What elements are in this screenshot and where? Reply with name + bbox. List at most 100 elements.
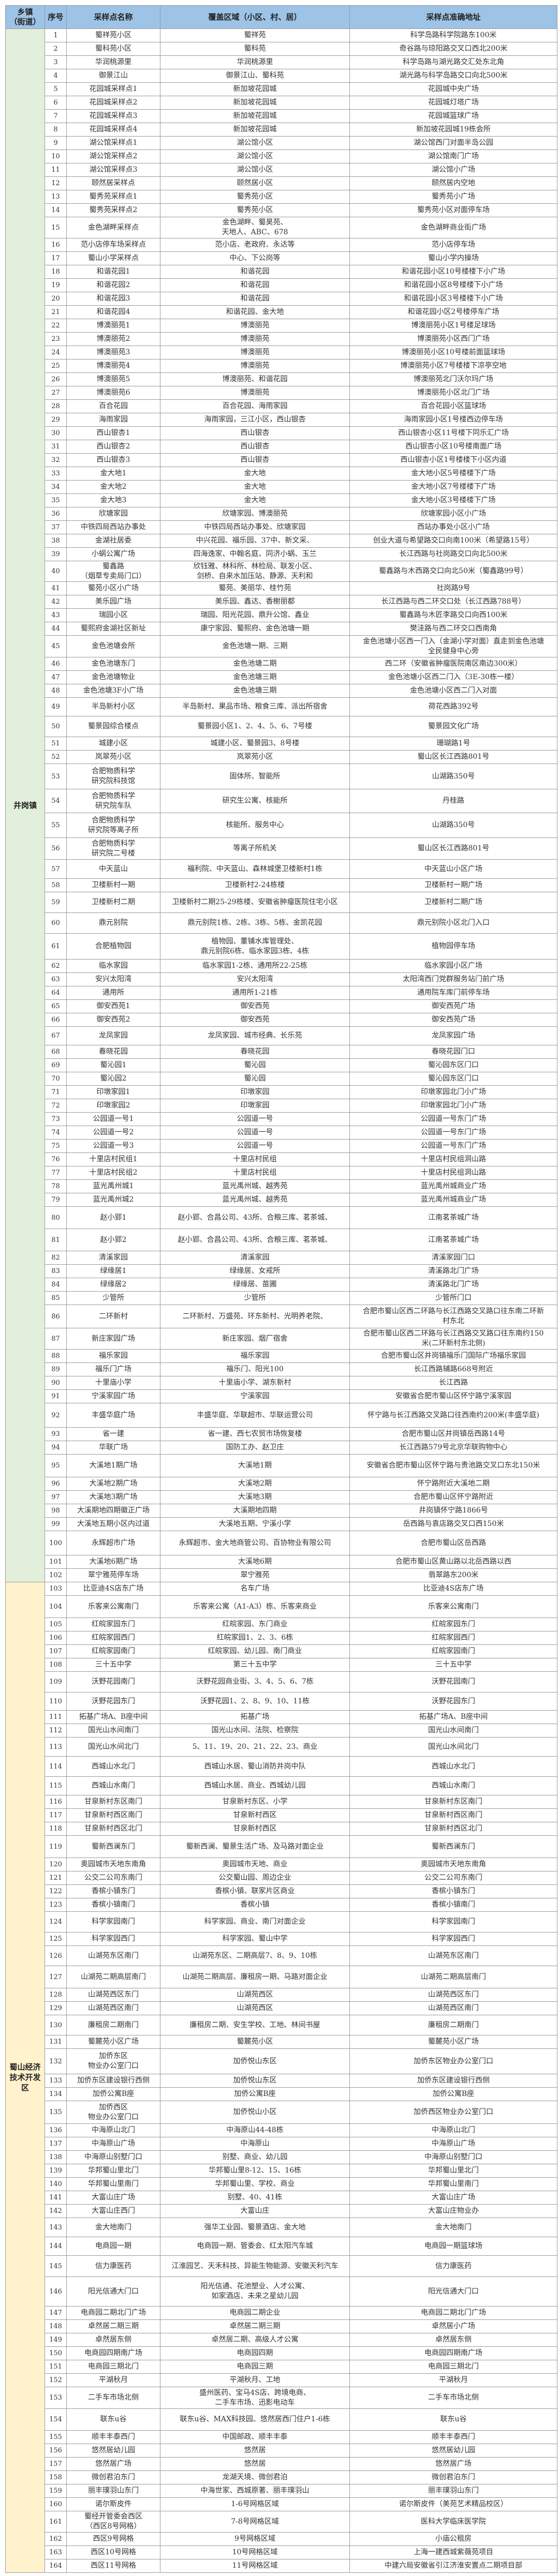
row-number: 134 [45,2087,67,2101]
row-number: 122 [45,1884,67,1898]
coverage-area: 强华工业园、蜀景酒店、金大地 [160,2218,350,2237]
table-row: 110 沃野花园东门 沃野花园1、2、8、9、10、11栋 沃野花园东门 [6,1692,557,1711]
row-number: 91 [45,1389,67,1403]
site-name: 安兴太阳湾 [66,972,160,986]
site-name: 蓝光禹州城1 [66,1179,160,1193]
coverage-area: 范小店、老政府、永达等 [160,238,350,252]
site-address: 红皖家园东门 [349,1618,557,1631]
table-row: 19 和谐花园2 和谐花园 和谐花园小区8号楼楼下小广场 [6,278,557,292]
site-name: 新庄家园广场 [66,1328,160,1350]
site-name: 蜀经开管委会西区 （西区8号网格） [66,2511,160,2533]
coverage-area: 加侨悦山东区 [160,2048,350,2074]
row-number: 61 [45,933,67,960]
table-row: 113 国光山水间北门 5、11、19、20、21、22、23、商业 国光山水间北门 [6,1737,557,1757]
site-name: 海雨家园 [66,413,160,427]
site-name: 公交二公司东南门 [66,1871,160,1885]
site-name: 御安西苑2 [66,1013,160,1027]
site-name: 御景江山 [66,69,160,83]
table-row: 144 电商园一期 电商园一期、管委会、红太阳汽车城 电商园一期篮球场 [6,2237,557,2256]
table-row: 141 大富山庄广场 别墅、40、41栋 大富山庄广场 [6,2191,557,2205]
coverage-area: 阳光信通、花池塑业、人才公寓、 如家酒店、未来之星幼儿园 [160,2277,350,2307]
site-address: 金大地小区5号楼楼下广场 [349,467,557,481]
coverage-area: 公交蜀山园、周边企业 [160,1871,350,1885]
site-address: 卫楼新村二期广场 [349,892,557,913]
site-address: 临水家园小区广场 [349,959,557,973]
coverage-area: 十里庙小学、湖东新村 [160,1376,350,1390]
row-number: 163 [45,2545,67,2559]
row-number: 148 [45,2319,67,2333]
row-number: 74 [45,1126,67,1140]
site-address: 甘泉新村西区北门 [349,1822,557,1836]
table-row: 126 山湖苑东区南门 山湖苑东区、二期高层7、8、9、10栋 山湖苑东区南门 [6,1945,557,1966]
row-number: 123 [45,1898,67,1912]
site-address: 御安西苑广场 [349,999,557,1013]
site-name: 大溪地2期广场 [66,1477,160,1491]
site-name: 丽丰璞羽山东门 [66,2484,160,2498]
row-number: 88 [45,1349,67,1363]
coverage-area: 新加坡花园城 [160,109,350,123]
coverage-area: 加侨公寓B座 [160,2087,350,2101]
table-row: 42 美乐园广场 美乐园、鑫达、香榭丽都 长江西路与西二环交口处（长江西路788号） [6,595,557,609]
coverage-area: 康宁家园、蜀熙府、金色池塘一期 [160,622,350,636]
table-row: 10 湖公馆采样点2 湖公馆小区 湖公馆南门广场 [6,149,557,163]
table-row: 116 甘泉新村东区南门 甘泉新村东区、小学 甘泉新村东区南门 [6,1795,557,1809]
site-name: 大富山庄西门 [66,2204,160,2218]
row-number: 25 [45,359,67,373]
table-row: 56 合肥物质科学 研究院二号楼 等离子所机关 蜀山区长江西路801号 [6,837,557,860]
table-row: 107 红皖家园南门 红皖家园、幼儿园、南门商业 红皖家园南门 [6,1644,557,1658]
coverage-area: 9号网格区域 [160,2532,350,2546]
table-row: 136 中海原山北门 中海原山44-48栋 中海原山北门 [6,2123,557,2137]
table-row: 蜀山经济 技术开发 区 103 比亚迪4S店东广场 名车广场 比亚迪4S店东广场 [5,1582,557,2573]
table-row: 151 电商园三期北门 电商园三期 电商园三期北门 [6,2360,557,2374]
site-name: 和谐花园2 [66,278,160,292]
site-address: 阳光信通大门口 [349,2277,557,2307]
site-address: 合肥市蜀山区黄山路以北岳西路以西 [349,1555,557,1569]
row-number: 133 [45,2074,67,2088]
site-address: 通用院车库门前停车场 [349,986,557,1000]
coverage-area: 颐然居小区 [160,176,350,190]
site-name: 大溪地6期广场 [66,1555,160,1569]
row-number: 139 [45,2164,67,2178]
table-row: 131 蜀麓苑小区广场 蜀麓苑小区 蜀麓苑小区广场 [6,2035,557,2049]
coverage-area: 1-6号网格区域 [160,2497,350,2511]
site-name: 西山银杏1 [66,426,160,440]
site-name: 十里庙小学 [66,1376,160,1390]
row-number: 144 [45,2237,67,2256]
coverage-area: 湖公馆小区 [160,149,350,163]
row-number: 33 [45,467,67,481]
site-name: 卫楼新村一期 [66,878,160,892]
site-name: 大溪地五期小区内过道 [66,1517,160,1531]
row-number: 121 [45,1871,67,1885]
row-number: 101 [45,1555,67,1569]
coverage-area: 甘泉新村东区、小学 [160,1795,350,1809]
row-number: 80 [45,1206,67,1229]
site-name: 西区11号网格 [66,2559,160,2573]
coverage-area: 福乐家园 [160,1349,350,1363]
site-address: 蜀鑫路与木匠李路交口向西100米 [349,608,557,622]
row-number: 21 [45,305,67,319]
table-row: 36 欣塘家园 欣塘家园、博澳丽苑 欣塘家园小区小广场 [6,507,557,521]
row-number: 59 [45,892,67,913]
site-name: 半岛新村小区 [66,697,160,716]
site-address: 西站办事处小区小广场 [349,520,557,534]
site-name: 花园城采样点1 [66,82,160,96]
site-name: 永辉超市广场 [66,1531,160,1555]
site-name: 加侨西区 物业办公室门口 [66,2101,160,2124]
row-number: 63 [45,972,67,986]
coverage-area: 蜀沁园 [160,1058,350,1072]
row-number: 103 [45,1582,67,1596]
table-row: 96 大溪地2期广场 大溪地2期 怀宁路附近大溪地二期 [6,1477,557,1491]
table-row: 74 公园道一号2 公园道一号 公园道一号东门广场 [6,1126,557,1140]
coverage-area: 中国邮政、顺丰丰泰 [160,2430,350,2444]
row-number: 55 [45,813,67,838]
coverage-area: 红皖家园1、2、3、6栋 [160,1631,350,1645]
coverage-area: 5、11、19、20、21、22、23、商业 [160,1737,350,1757]
site-address: 加侨东区物业办公室门口 [349,2048,557,2074]
site-name: 华邦蜀山里南门 [66,2177,160,2191]
row-number: 12 [45,176,67,190]
site-name: 西城山水南门 [66,1776,160,1795]
coverage-area: 龙凤家园、城市经典、长乐苑 [160,1026,350,1045]
row-number: 43 [45,608,67,622]
sampling-sites-table: 乡镇 （街道） 序号 采样点名称 覆盖区域（小区、村、居） 采样点准确地址 井岗… [5,5,557,2573]
coverage-area: 江淮园艺、天禾科技、异能生物能源、安徽天利汽车 [160,2255,350,2277]
